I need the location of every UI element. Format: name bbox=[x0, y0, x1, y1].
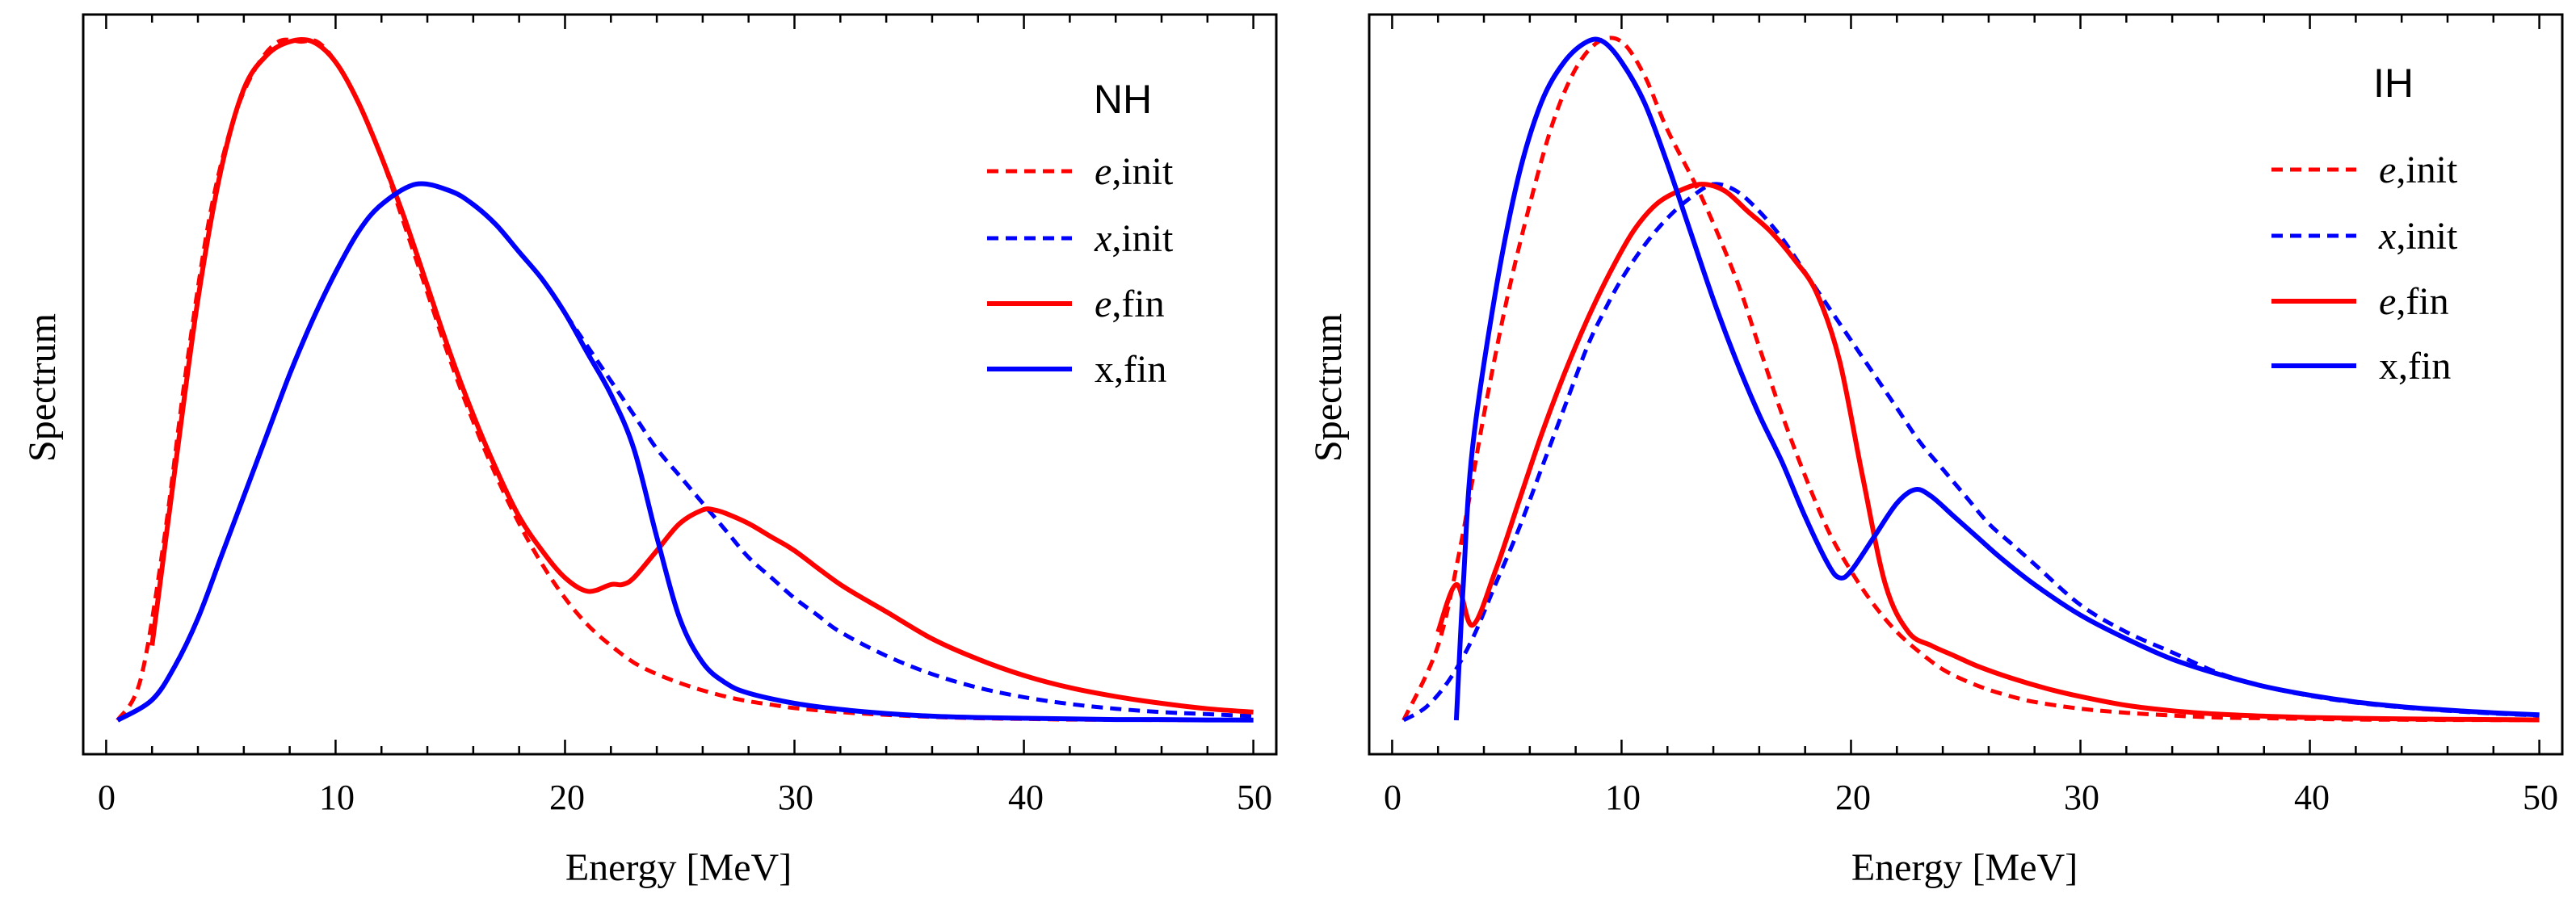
legend-label: x,init bbox=[1094, 217, 1174, 260]
x-tick-label: 50 bbox=[2523, 778, 2558, 817]
panel-ih: 0 10 20 30 40 50 Energy [MeV] Spectrum I… bbox=[1307, 13, 2564, 889]
y-axis-label: Spectrum bbox=[21, 313, 64, 462]
legend: e,init x,init e,fin x,fin bbox=[2271, 149, 2458, 388]
legend-label: e,fin bbox=[1095, 283, 1165, 325]
x-axis-label: Energy [MeV] bbox=[565, 846, 792, 889]
panel-title: IH bbox=[2373, 61, 2414, 106]
panel-nh-frame bbox=[82, 13, 1278, 756]
x-tick-label: 40 bbox=[1008, 778, 1044, 817]
series-line-e-init bbox=[1401, 36, 2540, 723]
legend-label: e,init bbox=[2379, 149, 2458, 191]
x-tick-label: 40 bbox=[2294, 778, 2330, 817]
legend-label: x,init bbox=[2378, 215, 2458, 258]
series-line-e-fin bbox=[1435, 182, 2540, 723]
x-tick-label: 0 bbox=[1384, 778, 1401, 817]
y-axis-label: Spectrum bbox=[1307, 313, 1350, 462]
panel-title: NH bbox=[1094, 77, 1152, 122]
x-tick-label: 0 bbox=[98, 778, 116, 817]
panel-nh-ticks bbox=[105, 15, 1254, 754]
series-line-x-fin bbox=[116, 181, 1254, 723]
panel-ih-ticks bbox=[1391, 15, 2540, 754]
legend-label: x,fin bbox=[2379, 345, 2451, 388]
series-line-e-fin bbox=[149, 36, 1254, 715]
legend: e,init x,init e,fin x,fin bbox=[987, 150, 1174, 391]
series-line-x-init bbox=[116, 181, 1254, 723]
x-tick-label: 20 bbox=[1835, 778, 1871, 817]
legend-label: e,init bbox=[1095, 150, 1174, 193]
x-axis-label: Energy [MeV] bbox=[1851, 846, 2078, 889]
series-line-x-fin bbox=[1453, 36, 2540, 721]
x-tick-label: 20 bbox=[549, 778, 585, 817]
panel-nh-plot bbox=[116, 36, 1254, 723]
x-tick-label: 30 bbox=[778, 778, 813, 817]
x-tick-label: 30 bbox=[2064, 778, 2099, 817]
x-tick-label: 50 bbox=[1237, 778, 1272, 817]
panel-ih-plot bbox=[1401, 36, 2540, 723]
series-line-x-init bbox=[1402, 182, 2540, 723]
x-tick-label: 10 bbox=[319, 778, 355, 817]
panel-nh: 0 10 20 30 40 50 Energy [MeV] Spectrum N… bbox=[21, 13, 1278, 889]
x-tick-label: 10 bbox=[1605, 778, 1641, 817]
panel-ih-frame bbox=[1368, 13, 2564, 756]
legend-label: e,fin bbox=[2379, 280, 2449, 323]
legend-label: x,fin bbox=[1095, 348, 1166, 391]
